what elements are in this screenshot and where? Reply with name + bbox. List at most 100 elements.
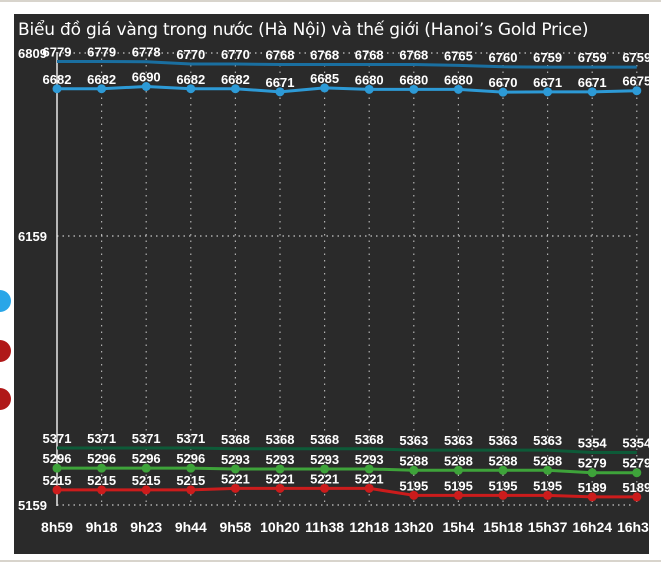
data-label: 5279 (578, 456, 607, 471)
data-label: 5371 (43, 431, 72, 446)
x-tick-label: 15h37 (528, 519, 568, 535)
data-label: 6682 (176, 72, 205, 87)
series-line (57, 446, 637, 455)
data-point (320, 483, 330, 493)
data-label: 5296 (87, 451, 116, 466)
y-tick-label: 6159 (18, 229, 47, 244)
data-label: 5293 (221, 452, 250, 467)
data-label: 6680 (355, 72, 384, 87)
data-point (141, 485, 151, 495)
data-label: 5288 (489, 453, 518, 468)
data-label: 6768 (266, 48, 295, 63)
data-label: 5354 (578, 436, 608, 451)
series-line (57, 85, 637, 94)
data-point (141, 82, 151, 92)
data-point (52, 84, 62, 94)
page-bottom-rule (0, 560, 661, 562)
data-label: 6682 (87, 72, 116, 87)
x-tick-label: 15h18 (483, 519, 523, 535)
data-label: 5189 (622, 480, 651, 495)
side-red-dot-2[interactable] (0, 388, 11, 410)
data-label: 5195 (489, 478, 518, 493)
x-tick-label: 13h20 (394, 519, 434, 535)
data-point (97, 84, 107, 94)
side-red-dot-1[interactable] (0, 340, 11, 362)
x-tick-label: 16h31 (617, 519, 657, 535)
data-point (498, 490, 508, 500)
data-label: 6770 (221, 47, 250, 62)
data-label: 6768 (355, 48, 384, 63)
data-point (275, 87, 285, 97)
data-label: 5189 (578, 480, 607, 495)
data-label: 5195 (444, 478, 473, 493)
data-label: 6760 (489, 50, 518, 65)
data-label: 5371 (176, 431, 205, 446)
data-point (409, 465, 419, 475)
data-label: 5371 (132, 431, 161, 446)
data-point (52, 463, 62, 473)
data-label: 5221 (355, 471, 384, 486)
data-label: 5368 (221, 432, 250, 447)
data-point (364, 483, 374, 493)
data-label: 5363 (533, 433, 562, 448)
data-label: 5221 (310, 471, 339, 486)
data-label: 6680 (399, 72, 428, 87)
data-label: 5363 (399, 433, 428, 448)
x-tick-label: 11h38 (305, 519, 344, 535)
x-tick-label: 9h58 (219, 519, 251, 535)
data-label: 6779 (87, 44, 116, 59)
data-point (453, 84, 463, 94)
x-tick-label: 9h23 (130, 519, 162, 535)
data-point (141, 463, 151, 473)
data-label: 6779 (43, 44, 72, 59)
chart-panel (14, 14, 649, 554)
data-point (97, 463, 107, 473)
data-point (498, 465, 508, 475)
data-label: 5296 (176, 451, 205, 466)
data-point (632, 468, 642, 478)
data-label: 5288 (533, 453, 562, 468)
data-point (230, 483, 240, 493)
data-point (275, 464, 285, 474)
series-line (57, 466, 637, 475)
data-label: 6671 (578, 75, 607, 90)
data-point (186, 485, 196, 495)
data-point (230, 464, 240, 474)
side-blue-dot[interactable] (0, 290, 11, 312)
data-label: 6765 (444, 48, 473, 63)
data-point (97, 485, 107, 495)
data-point (186, 84, 196, 94)
data-label: 5221 (221, 471, 250, 486)
data-point (543, 87, 553, 97)
x-tick-label: 15h4 (442, 519, 474, 535)
data-label: 5354 (622, 436, 652, 451)
data-label: 5195 (533, 478, 562, 493)
data-point (587, 468, 597, 478)
data-point (543, 490, 553, 500)
data-label: 5221 (266, 471, 295, 486)
data-point (364, 84, 374, 94)
data-label: 6671 (266, 75, 295, 90)
y-tick-label: 5159 (18, 498, 47, 513)
data-label: 5215 (132, 473, 161, 488)
data-point (52, 485, 62, 495)
data-point (632, 492, 642, 502)
data-point (364, 464, 374, 474)
chart-title: Biểu đồ giá vàng trong nước (Hà Nội) và … (18, 20, 589, 40)
data-point (632, 86, 642, 96)
y-tick-label: 6809 (18, 46, 47, 61)
data-label: 5215 (43, 473, 72, 488)
data-point (498, 87, 508, 97)
data-label: 6682 (221, 72, 250, 87)
x-tick-label: 16h24 (572, 519, 612, 535)
data-label: 5288 (399, 453, 428, 468)
x-tick-label: 12h18 (349, 519, 389, 535)
data-label: 6759 (533, 50, 562, 65)
data-point (543, 465, 553, 475)
data-label: 5288 (444, 453, 473, 468)
data-label: 5368 (310, 432, 339, 447)
data-point (453, 490, 463, 500)
data-label: 6778 (132, 45, 161, 60)
x-tick-label: 9h44 (175, 519, 207, 535)
